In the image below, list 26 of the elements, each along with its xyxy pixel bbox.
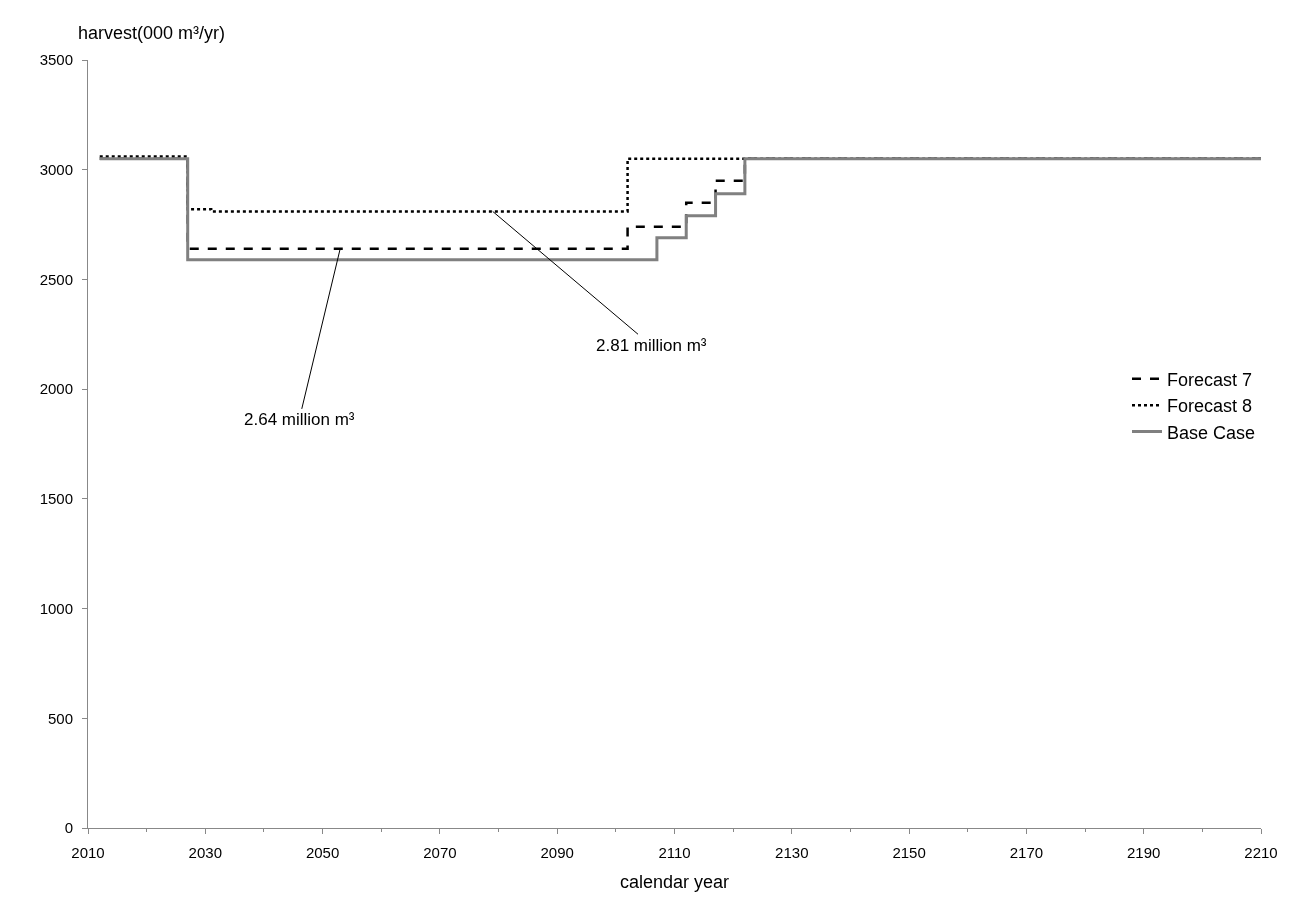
x-tick-label: 2030 [188,844,222,861]
x-tick-label: 2070 [423,844,457,861]
x-tick-label: 2010 [71,844,105,861]
y-tick-label: 3000 [39,160,73,178]
y-axis-title: harvest(000 m³/yr) [78,23,226,43]
y-tick-label: 2000 [39,380,73,398]
y-tick-label: 500 [47,709,73,727]
y-tick-label: 1500 [39,490,73,508]
x-tick-label: 2130 [775,844,809,861]
annotation: 2.81 million m³ [596,336,707,355]
y-tick-label: 0 [64,819,73,837]
x-tick-label: 2190 [1127,844,1161,861]
x-tick-label: 2090 [540,844,574,861]
annotation: 2.64 million m³ [244,410,355,429]
legend-label: Base Case [1167,422,1256,443]
legend-label: Forecast 8 [1167,396,1253,417]
y-tick-label: 2500 [39,270,73,288]
y-tick-label: 3500 [39,51,73,69]
x-tick-label: 2110 [658,844,691,861]
x-tick-label: 2210 [1244,844,1278,861]
x-axis-title: calendar year [619,872,730,893]
y-tick-label: 1000 [39,599,73,617]
x-tick-label: 2150 [892,844,926,861]
x-tick-label: 2170 [1009,844,1044,861]
legend-label: Forecast 7 [1167,369,1253,390]
x-tick-label: 2050 [305,844,340,861]
